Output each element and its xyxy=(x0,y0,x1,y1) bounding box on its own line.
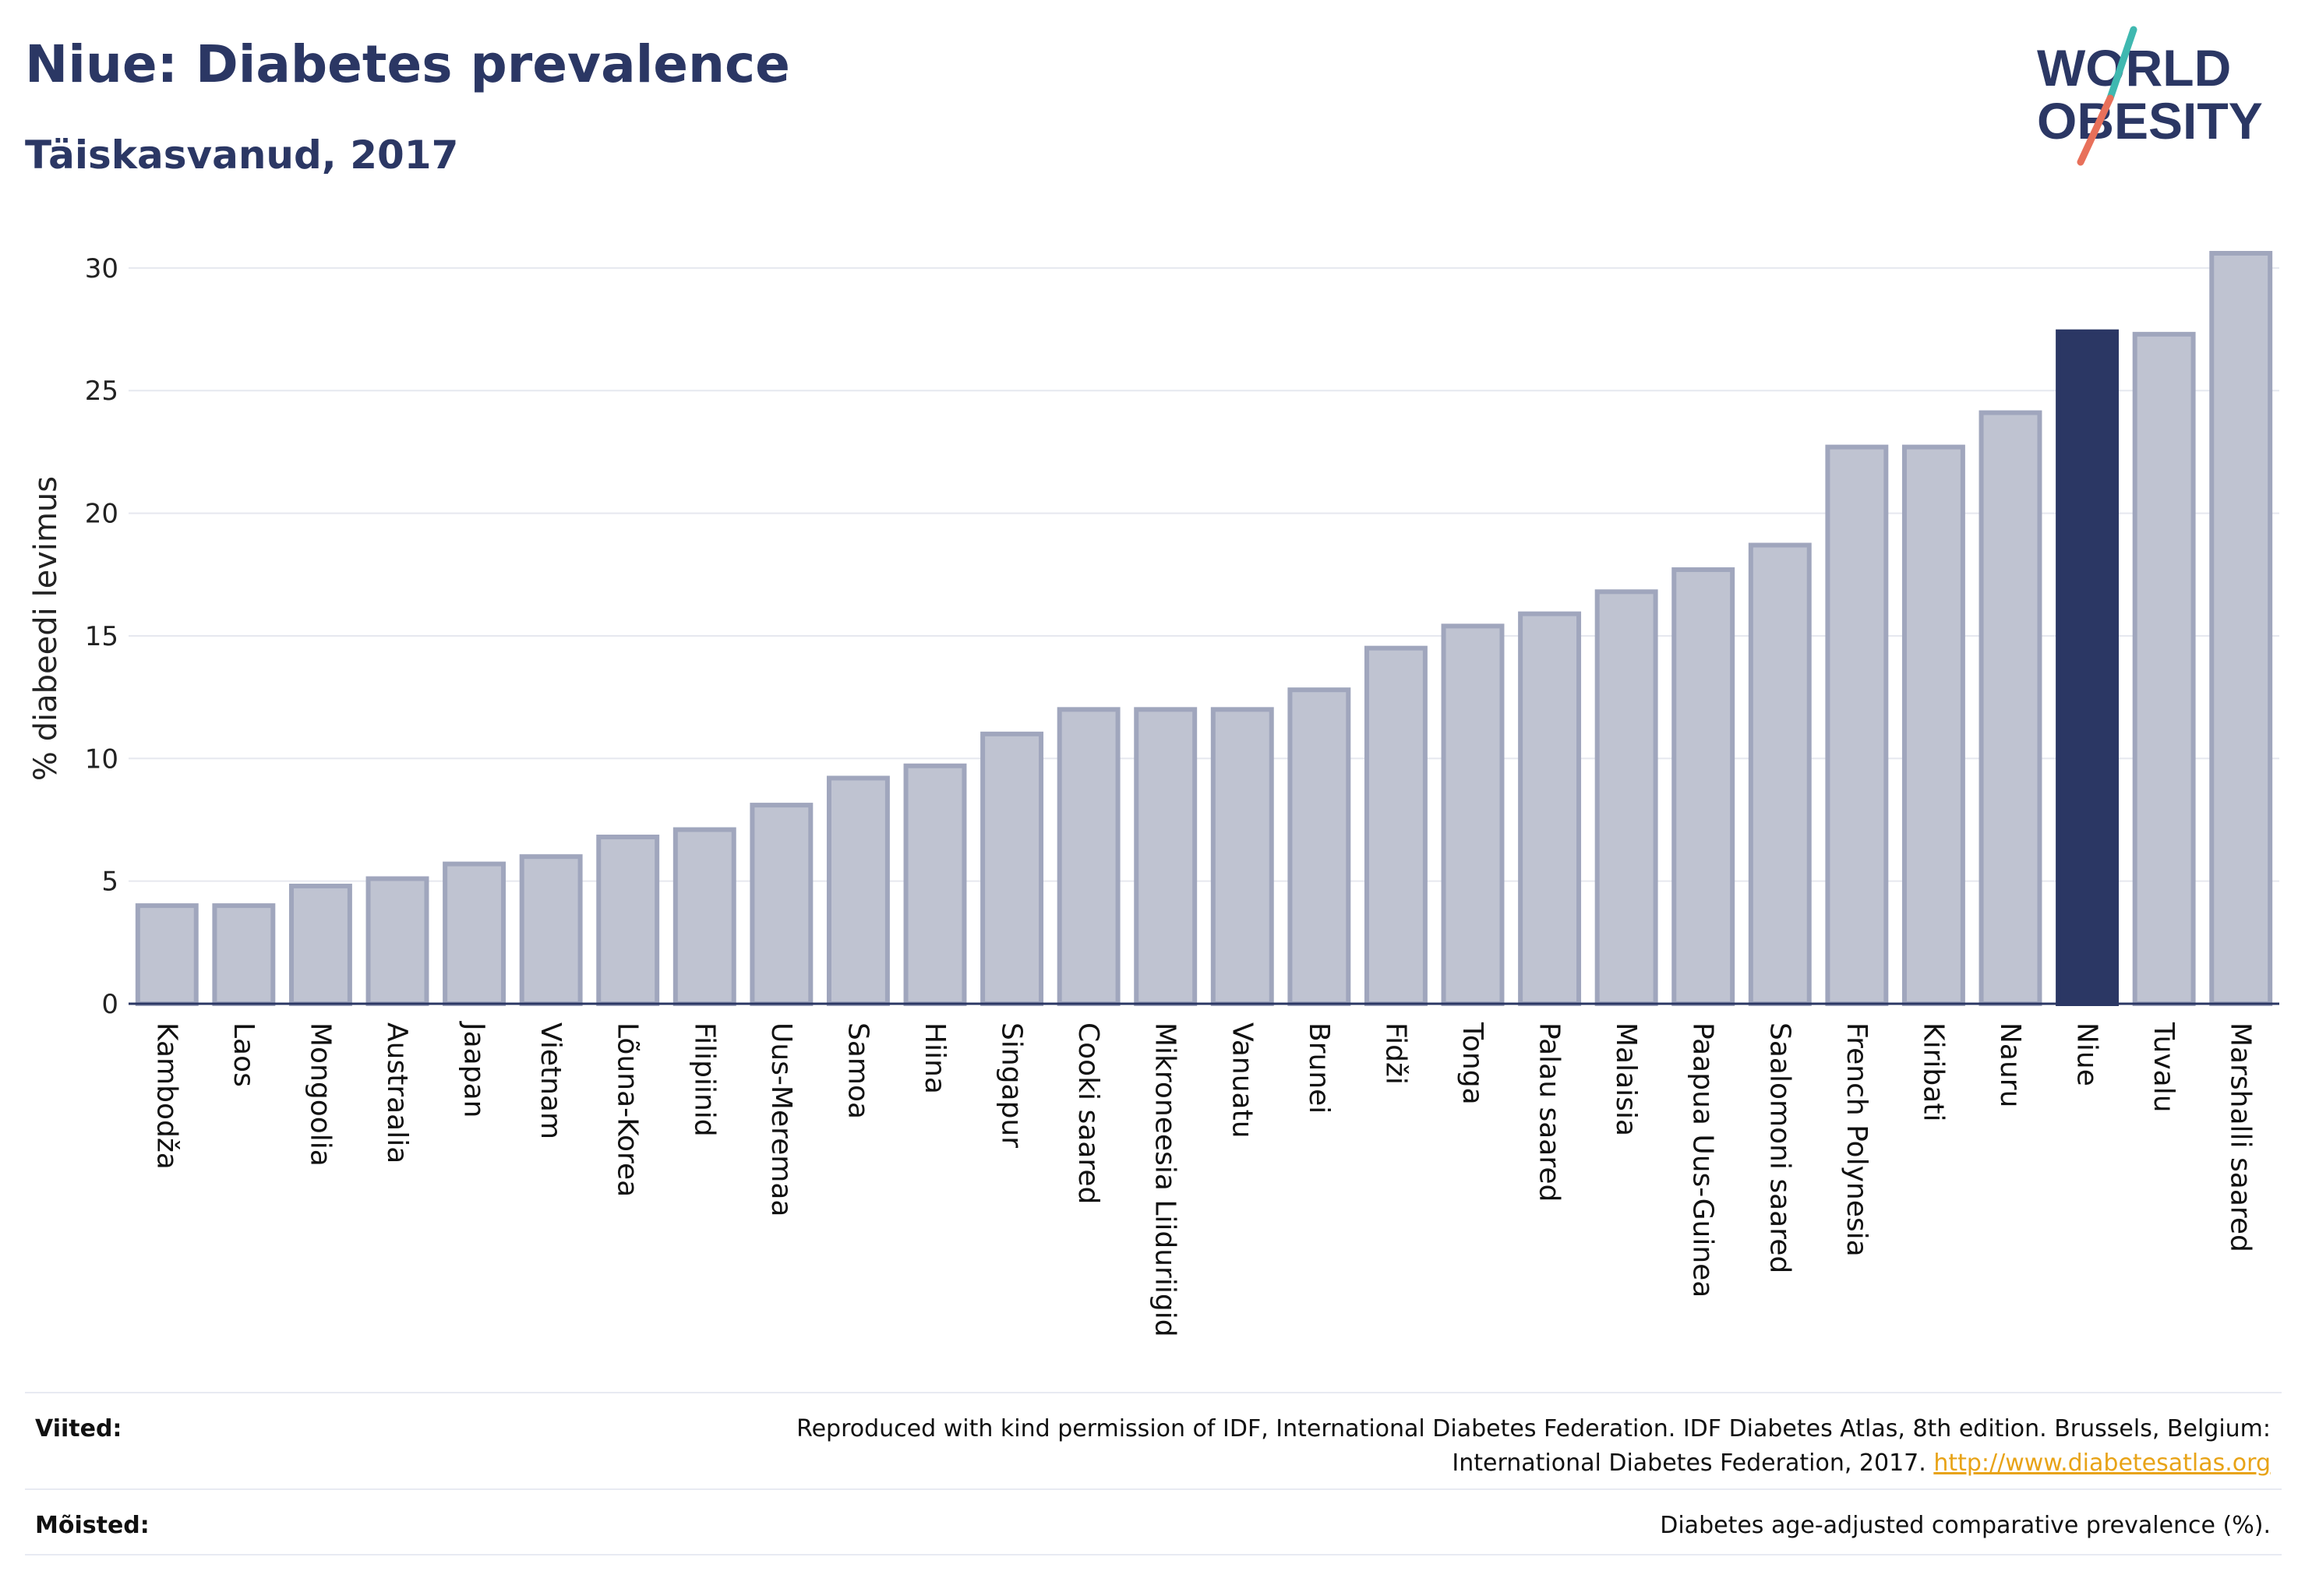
footer-divider-bottom xyxy=(25,1554,2282,1555)
bar xyxy=(1825,444,1889,1006)
sources-label: Viited: xyxy=(35,1415,122,1442)
bar xyxy=(1594,589,1658,1006)
logo-text-obesity: OBESITY xyxy=(2037,92,2263,150)
bar xyxy=(1441,623,1505,1007)
logo-slash-teal xyxy=(2106,26,2137,102)
bar xyxy=(1978,410,2042,1006)
bar xyxy=(288,883,352,1006)
page-title: Niue: Diabetes prevalence xyxy=(25,34,790,94)
bar xyxy=(1134,707,1198,1007)
x-tick-label: Hiina xyxy=(919,1022,951,1094)
x-tick-label: Uus-Meremaa xyxy=(765,1022,797,1216)
x-tick-label: Kambodža xyxy=(150,1022,182,1170)
x-tick-label: Marshalli saared xyxy=(2225,1022,2257,1252)
y-tick-label: 0 xyxy=(101,989,118,1020)
y-tick-label: 25 xyxy=(85,376,118,407)
x-tick-label: Filipiinid xyxy=(688,1022,720,1137)
x-tick-label: Samoa xyxy=(842,1022,874,1119)
definitions-label: Mõisted: xyxy=(35,1512,150,1539)
x-tick-label: Vietnam xyxy=(535,1022,567,1139)
y-axis-label: % diabeedi levimus xyxy=(28,476,64,781)
sources-line-2: International Diabetes Federation, 2017.… xyxy=(796,1446,2271,1481)
x-tick-label: French Polynesia xyxy=(1841,1022,1873,1257)
x-tick-label: Tuvalu xyxy=(2148,1022,2180,1113)
sources-link[interactable]: http://www.diabetesatlas.org xyxy=(1933,1449,2271,1477)
sources-line-2-text: International Diabetes Federation, 2017. xyxy=(1452,1449,1926,1477)
x-tick-label: Singapur xyxy=(996,1022,1028,1148)
bar xyxy=(519,854,583,1007)
x-tick-label: Cooki saared xyxy=(1072,1022,1104,1204)
bar xyxy=(2056,329,2120,1006)
x-tick-label: Mikroneesia Liiduriigid xyxy=(1149,1022,1181,1337)
y-tick-label: 30 xyxy=(85,253,118,284)
x-tick-label: Mongoolia xyxy=(304,1022,336,1167)
x-tick-label: Laos xyxy=(228,1022,259,1087)
bar xyxy=(135,903,199,1007)
logo-text-world: WORLD xyxy=(2037,39,2231,97)
x-tick-label: Saalomoni saared xyxy=(1763,1022,1795,1273)
bar xyxy=(1748,542,1812,1006)
bar xyxy=(212,903,276,1007)
bar xyxy=(826,775,890,1006)
y-tick-label: 20 xyxy=(85,499,118,530)
x-tick-label: Nauru xyxy=(1994,1022,2026,1107)
bar xyxy=(1057,707,1121,1007)
y-tick-label: 15 xyxy=(85,621,118,652)
x-tick-label: Malaisia xyxy=(1610,1022,1642,1136)
logo-slash-coral xyxy=(2077,94,2114,166)
bar xyxy=(1518,611,1582,1007)
bar xyxy=(1364,645,1428,1006)
bar xyxy=(596,835,660,1006)
sources-text: Reproduced with kind permission of IDF, … xyxy=(796,1412,2271,1481)
bar xyxy=(443,861,507,1007)
x-tick-label: Jaapan xyxy=(458,1021,490,1118)
bar xyxy=(1671,567,1735,1006)
x-tick-label: Paapua Uus-Guinea xyxy=(1687,1022,1719,1298)
bar xyxy=(980,731,1044,1007)
bar xyxy=(750,803,814,1007)
footer-divider-top xyxy=(25,1392,2282,1393)
bar-chart: 0 5 10 15 20 25 30 % diabeedi levimus Kambodža La… xyxy=(28,251,2279,1337)
bar xyxy=(903,763,967,1006)
x-tick-label: Fidži xyxy=(1379,1022,1411,1085)
bar xyxy=(1210,707,1274,1007)
bar xyxy=(672,827,736,1007)
y-tick-label: 5 xyxy=(101,867,118,898)
page-subtitle: Täiskasvanud, 2017 xyxy=(25,132,459,178)
bar xyxy=(1901,444,1965,1006)
bar xyxy=(365,876,429,1006)
x-tick-label: Vanuatu xyxy=(1226,1022,1258,1139)
x-tick-label: Palau saared xyxy=(1534,1022,1565,1202)
bar xyxy=(1287,687,1351,1006)
definitions-text: Diabetes age-adjusted comparative preval… xyxy=(1660,1512,2271,1539)
x-tick-label: Austraalia xyxy=(381,1022,413,1163)
world-obesity-logo[interactable]: WORLD OBESITY xyxy=(2026,22,2291,170)
footer-divider-middle xyxy=(25,1488,2282,1490)
x-tick-label: Brunei xyxy=(1303,1022,1335,1114)
x-tick-label: Lõuna-Korea xyxy=(612,1022,644,1197)
x-tick-label: Kiribati xyxy=(1917,1022,1949,1121)
x-tick-label: Niue xyxy=(2071,1022,2103,1086)
bar xyxy=(2132,331,2196,1006)
x-tick-label: Tonga xyxy=(1456,1022,1488,1105)
bar xyxy=(2209,251,2273,1006)
sources-line-1: Reproduced with kind permission of IDF, … xyxy=(796,1415,2271,1442)
y-tick-label: 10 xyxy=(85,743,118,775)
